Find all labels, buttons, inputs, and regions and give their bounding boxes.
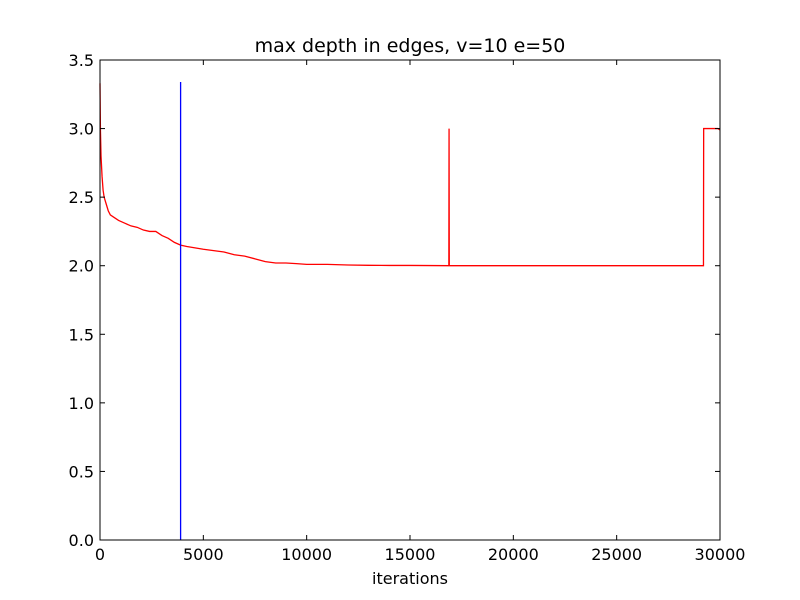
y-tick-label: 1.0 bbox=[69, 394, 94, 413]
x-tick-label: 30000 bbox=[695, 545, 746, 564]
x-tick-label: 20000 bbox=[488, 545, 539, 564]
y-tick-label: 2.5 bbox=[69, 188, 94, 207]
chart-title: max depth in edges, v=10 e=50 bbox=[255, 35, 566, 57]
series-line-0 bbox=[99, 83, 721, 267]
x-tick-label: 0 bbox=[95, 545, 105, 564]
y-tick-label: 2.0 bbox=[69, 257, 94, 276]
x-tick-label: 25000 bbox=[591, 545, 642, 564]
y-tick-label: 3.0 bbox=[69, 120, 94, 139]
y-tick-label: 0.0 bbox=[69, 531, 94, 550]
x-tick-label: 5000 bbox=[183, 545, 224, 564]
x-tick-label: 10000 bbox=[281, 545, 332, 564]
x-axis-label: iterations bbox=[372, 569, 448, 588]
y-tick-label: 1.5 bbox=[69, 325, 94, 344]
x-tick-label: 15000 bbox=[385, 545, 436, 564]
y-tick-label: 0.5 bbox=[69, 462, 94, 481]
series-layer bbox=[99, 81, 721, 540]
plot-frame bbox=[99, 59, 721, 541]
y-tick-label: 3.5 bbox=[69, 51, 94, 70]
ticks-layer: 0 5000 10000 15000 20000 25000 30000 0.0 0.5 1.0 1… bbox=[69, 51, 746, 564]
